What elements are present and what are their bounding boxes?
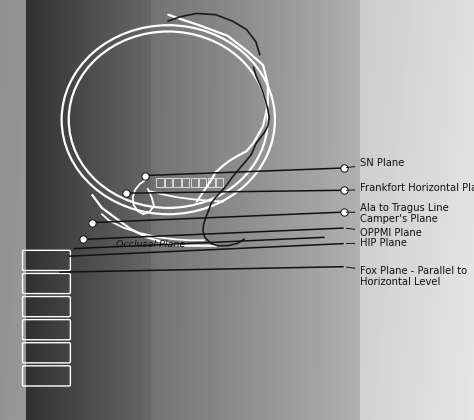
Point	[79, 236, 87, 243]
Point	[340, 187, 347, 194]
Point	[141, 172, 148, 179]
Text: HIP Plane: HIP Plane	[346, 238, 407, 248]
Text: Frankfort Horizontal Plane: Frankfort Horizontal Plane	[346, 183, 474, 193]
Text: Occlusal Plane: Occlusal Plane	[116, 240, 185, 249]
Text: OPPMI Plane: OPPMI Plane	[346, 228, 422, 238]
Point	[89, 219, 96, 226]
Text: Fox Plane - Parallel to
Horizontal Level: Fox Plane - Parallel to Horizontal Level	[346, 265, 467, 287]
Point	[122, 190, 129, 197]
Text: Ala to Tragus Line
Camper's Plane: Ala to Tragus Line Camper's Plane	[346, 202, 449, 224]
Text: SN Plane: SN Plane	[346, 158, 405, 168]
Point	[340, 165, 347, 171]
Point	[340, 209, 347, 215]
